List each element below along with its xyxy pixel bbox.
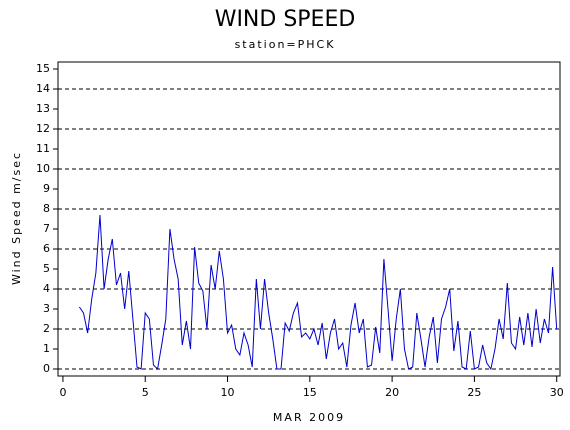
x-tick-label: 25 xyxy=(467,386,481,399)
x-tick-label: 0 xyxy=(59,386,66,399)
y-tick-label: 8 xyxy=(43,202,50,215)
y-tick-label: 5 xyxy=(43,262,50,275)
x-tick-label: 30 xyxy=(550,386,564,399)
y-tick-label: 3 xyxy=(43,302,50,315)
plot-frame xyxy=(57,61,561,377)
chart-title: WIND SPEED xyxy=(215,7,356,32)
y-tick-label: 11 xyxy=(36,142,50,155)
y-tick-label: 15 xyxy=(36,62,50,75)
y-tick-label: 7 xyxy=(43,222,50,235)
y-tick-label: 4 xyxy=(43,282,50,295)
y-tick-label: 12 xyxy=(36,122,50,135)
y-tick-label: 6 xyxy=(43,242,50,255)
y-tick-label: 0 xyxy=(43,362,50,375)
y-tick-label: 9 xyxy=(43,182,50,195)
y-tick-label: 14 xyxy=(36,82,50,95)
y-tick-label: 10 xyxy=(36,162,50,175)
x-tick-label: 20 xyxy=(385,386,399,399)
chart-subtitle: station=PHCK xyxy=(235,38,336,51)
y-tick-label: 13 xyxy=(36,102,50,115)
x-tick-label: 10 xyxy=(221,386,235,399)
y-tick-label: 1 xyxy=(43,342,50,355)
x-tick-label: 5 xyxy=(142,386,149,399)
x-tick-label: 15 xyxy=(303,386,317,399)
x-axis-label: MAR 2009 xyxy=(273,411,345,424)
y-tick-label: 2 xyxy=(43,322,50,335)
y-axis-label: Wind Speed m/sec xyxy=(10,151,23,285)
data-line xyxy=(78,214,558,371)
